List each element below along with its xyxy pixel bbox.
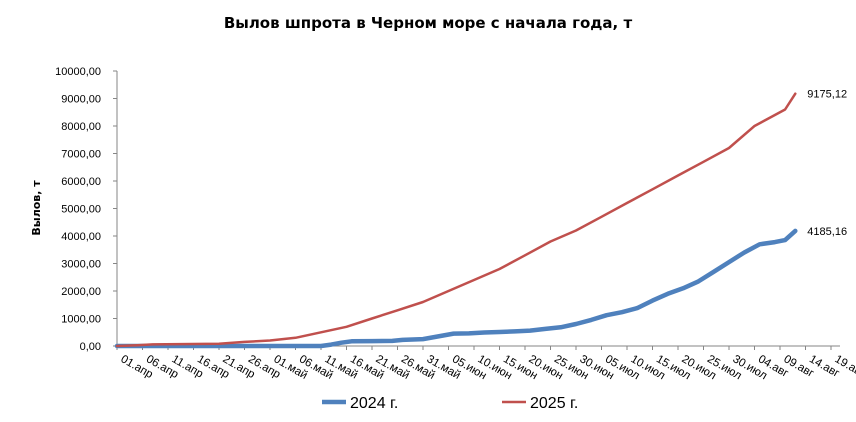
y-tick-label: 10000,00 — [55, 66, 101, 78]
y-tick-label: 5000,00 — [61, 204, 101, 216]
data-label-2: 9175,12 — [807, 89, 847, 101]
series-line-2 — [115, 92, 797, 348]
legend-label-2: 2025 г. — [530, 395, 578, 412]
chart-title: Вылов шпрота в Черном море с начала года… — [224, 14, 633, 32]
y-tick-label: 2000,00 — [61, 286, 101, 298]
y-tick-label: 1000,00 — [61, 314, 101, 326]
legend: 2024 г. 2025 г. — [322, 395, 578, 412]
y-tick-label: 8000,00 — [61, 121, 101, 133]
y-tick-label: 7000,00 — [61, 149, 101, 161]
y-axis-label-group: Вылов, т — [30, 180, 43, 236]
legend-label-1: 2024 г. — [350, 395, 398, 412]
y-tick-label: 4000,00 — [61, 231, 101, 243]
data-label-1: 4185,16 — [807, 226, 847, 238]
y-tick-label: 0,00 — [80, 341, 101, 353]
y-tick-label: 3000,00 — [61, 259, 101, 271]
y-tick-label: 6000,00 — [61, 176, 101, 188]
plot-area: 0,00 1000,00 2000,00 3000,00 4000,00 5000,00 6… — [55, 66, 856, 382]
y-axis-label: Вылов, т — [30, 180, 43, 236]
y-tick-label: 9000,00 — [61, 94, 101, 106]
series-line-1 — [114, 228, 798, 349]
